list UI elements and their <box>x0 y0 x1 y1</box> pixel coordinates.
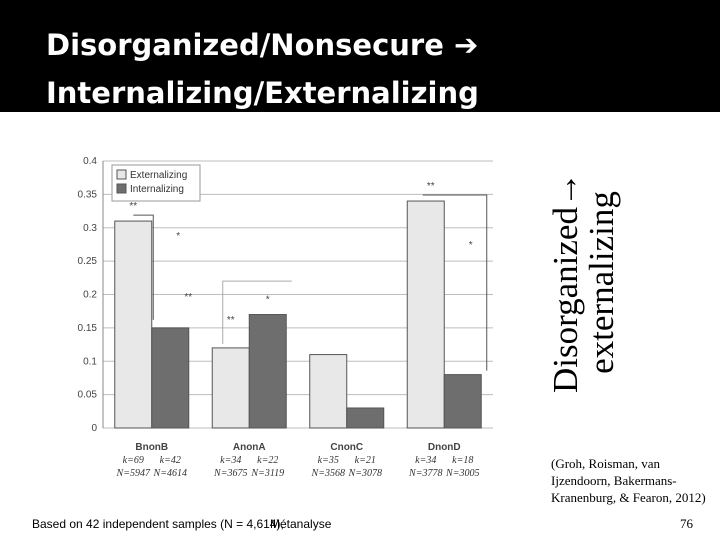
internalizing-bar <box>443 374 482 429</box>
citation: (Groh, Roisman, van Ijzendoorn, Bakerman… <box>551 456 706 505</box>
significance-label: ** <box>184 292 192 303</box>
x-category-stat: k=35 <box>318 455 339 466</box>
significance-label: ** <box>129 201 137 212</box>
externalizing-bar <box>309 354 348 429</box>
y-tick-label: 0 <box>91 423 97 434</box>
externalizing-bar <box>211 347 250 429</box>
x-category-stat: k=34 <box>415 455 436 466</box>
x-category-stat: N=3568 <box>311 468 345 479</box>
bar-chart: 0 0.05 0.1 0.15 0.2 0.25 0.3 0.35 0.4 BnonB k=69 k=… <box>78 156 493 479</box>
side-label-line-2: externalizing <box>582 191 621 374</box>
footnote-overlap-text: Métanalyse <box>270 517 332 531</box>
x-category-stat: N=3675 <box>213 468 247 479</box>
x-category-stat: k=18 <box>452 455 473 466</box>
significance-bracket <box>422 194 488 371</box>
significance-label: * <box>469 240 473 251</box>
legend-label: Internalizing <box>130 184 184 195</box>
legend-label: Externalizing <box>130 170 187 181</box>
legend-swatch <box>116 169 127 180</box>
x-category-stat: N=3119 <box>250 468 284 479</box>
y-tick-label: 0.1 <box>83 356 97 367</box>
x-category-stat: k=42 <box>160 455 181 466</box>
significance-label: * <box>176 231 180 242</box>
x-category-stat: k=22 <box>257 455 278 466</box>
x-category-stat: N=4614 <box>153 468 187 479</box>
externalizing-bar <box>406 200 445 429</box>
x-category-label: AnonA <box>233 442 266 453</box>
x-category-stat: N=5947 <box>116 468 151 479</box>
significance-label: ** <box>227 315 235 326</box>
y-tick-label: 0.25 <box>78 256 98 267</box>
slide-title-line-1: Disorganized/Nonsecure ➔ <box>46 28 479 62</box>
x-category-stat: k=34 <box>220 455 241 466</box>
page-number: 76 <box>680 516 693 531</box>
slide-title-line-2: Internalizing/Externalizing <box>46 76 479 110</box>
internalizing-bar <box>346 407 385 429</box>
significance-label: ** <box>427 181 435 192</box>
significance-label: * <box>266 295 270 306</box>
y-tick-label: 0.05 <box>78 390 98 401</box>
internalizing-bar <box>248 314 287 429</box>
side-label: Disorganized→ externalizing <box>546 120 668 445</box>
y-tick-label: 0.15 <box>78 323 98 334</box>
significance-bracket <box>222 280 292 344</box>
x-category-label: CnonC <box>330 442 363 453</box>
y-tick-label: 0.35 <box>78 189 98 200</box>
side-label-line-1: Disorganized→ <box>546 172 585 393</box>
legend-box <box>111 164 201 202</box>
internalizing-bar <box>151 327 190 429</box>
x-category-label: DnonD <box>428 442 461 453</box>
externalizing-bar <box>114 220 153 429</box>
x-category-stat: N=3005 <box>445 468 479 479</box>
x-category-stat: k=21 <box>355 455 376 466</box>
x-category-stat: k=69 <box>123 455 144 466</box>
x-category-stat: N=3078 <box>348 468 382 479</box>
y-tick-label: 0.2 <box>83 290 97 301</box>
legend-swatch <box>116 183 127 194</box>
x-category-stat: N=3778 <box>408 468 442 479</box>
y-tick-label: 0.3 <box>83 223 97 234</box>
footnote-text: Based on 42 independent samples (N = 4,6… <box>32 517 284 531</box>
title-band <box>0 0 720 112</box>
y-tick-label: 0.4 <box>83 156 97 167</box>
footnote: Based on 42 independent samples (N = 4,6… <box>32 517 331 531</box>
x-category-label: BnonB <box>135 442 168 453</box>
significance-bracket <box>133 214 154 320</box>
